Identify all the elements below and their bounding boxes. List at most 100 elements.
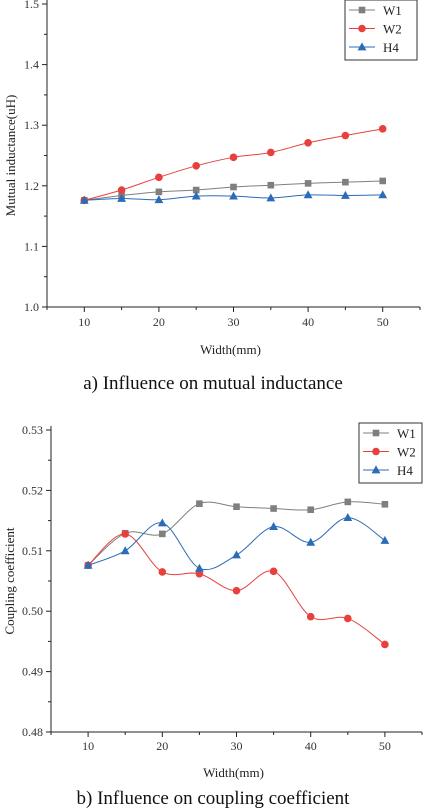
chart2-series-w1-point [196,500,203,507]
chart1-series-h4-point [229,191,238,200]
chart1-x-axis-title: Width(mm) [200,342,261,357]
chart1-series-h4-point [117,193,126,202]
chart1-y-tick-label: 1.4 [24,58,39,72]
chart1-series-w2-point [378,125,387,133]
chart1-series-w1-point [155,188,163,196]
chart2-x-tick-label: 20 [156,739,168,753]
chart2-series-w1-point [381,500,389,508]
chart2-x-axis-title: Width(mm) [203,765,264,780]
chart1-series-w2-point [117,186,126,194]
chart2-legend: W1 W2 H4 [358,422,423,484]
chart1-y-tick-label: 1.0 [24,300,39,314]
chart2-series-h4-point [269,522,278,531]
chart2-series-h4-point [343,512,353,521]
chart2-x-tick-label: 30 [231,739,243,753]
chart2-series-w2-point [158,568,167,576]
chart2-series-h4-point [306,537,316,546]
chart1-series-w1-point [379,177,386,185]
chart2-y-tick-label: 0.50 [22,604,43,618]
chart1-legend-label: H4 [383,40,399,55]
chart2-legend-entry-w2: W2 [363,445,416,460]
chart2-caption: b) Influence on coupling coefficient [77,788,351,809]
chart1-x-tick-label: 20 [153,315,165,329]
chart1-legend-label: W2 [383,22,402,37]
chart1-legend-marker [358,6,366,14]
chart1-series-w2-point [304,138,312,147]
chart2-x-tick-label: 10 [82,739,94,753]
chart1-series-w1-point [230,183,237,191]
chart1-y-tick-label: 1.2 [24,179,39,193]
chart1-legend-entry-w2: W2 [349,22,402,37]
chart1-series-h4-point [303,190,313,199]
chart1-legend-entry-w1: W1 [349,3,402,18]
chart2-series-h4-line [87,517,386,571]
chart2-y-tick-label: 0.51 [22,544,43,558]
chart2-series-h4-point [120,546,130,555]
chart1-series-w2-point [267,148,275,157]
chart2-series-w1-point [307,506,314,514]
chart1-legend-label: W1 [383,3,402,18]
chart2-x-tick-label: 40 [305,739,317,753]
chart1-y-tick-label: 1.5 [24,0,39,11]
chart2-y-tick-label: 0.52 [22,483,43,497]
chart2-series-h4-point [232,550,241,559]
chart1-legend-marker [357,42,367,51]
chart2-series-w2-point [232,586,241,595]
chart2-legend-marker [371,465,381,474]
chart1-x-tick-label: 30 [228,315,240,329]
chart1-series-w2-point [229,153,238,162]
chart2-series-h4-point [380,535,390,544]
chart2-series-w2-point [344,614,352,623]
chart2-legend-label: W1 [397,426,416,441]
chart2-legend-marker [372,429,380,437]
chart1-series-w1-point [267,181,275,189]
chart1-x-tick-label: 10 [78,315,90,329]
chart1-x-tick-label: 50 [377,315,389,329]
chart2-series-w2-point [121,530,129,538]
chart1-series-w1-point [342,178,349,186]
chart2-series-w2-point [381,640,389,649]
chart1-y-axis-title: Mutual inductance(uH) [3,95,18,217]
chart1-series-h4-point [191,191,201,200]
chart1-legend-marker [358,24,366,33]
chart1-legend-box [344,0,418,61]
chart2-series-w2-point [306,612,315,621]
chart1: 1.0 1.1 1.2 1.3 1.4 1.5 10 20 30 40 50 Width(mm) Mut… [3,0,421,394]
chart1-series-h4-point [266,193,276,202]
chart1-series-w1-point [304,180,312,187]
chart2-legend-entry-h4: H4 [363,463,413,478]
chart2-series-w1-point [344,498,352,506]
chart2-series-w2-point [195,569,204,578]
chart2: 0.48 0.49 0.50 0.51 0.52 0.53 10 20 30 40 50 Width(… [2,422,423,809]
chart1-series-w2-point [192,162,200,170]
chart1-legend-entry-h4: H4 [349,40,399,55]
chart2-series-h4-point [195,563,204,572]
chart1-series-h4-point [378,190,388,199]
chart1-series-h4-point [341,190,350,199]
chart1-series-w1-point [192,186,200,194]
chart1-series-h4-point [154,195,164,204]
chart2-x-tick-label: 50 [379,739,391,753]
chart2-series-h4 [83,512,390,572]
chart2-series-w2-point [269,567,278,576]
chart1-series-w2-point [155,173,163,182]
chart1-series-w2 [80,125,387,205]
chart1-series-w2-point [341,131,350,140]
chart1-series-h4-point [79,195,89,204]
chart2-legend-label: H4 [397,463,413,478]
chart1-series-h4 [79,190,388,204]
chart2-series-w1-point [233,503,240,511]
chart2-y-tick-label: 0.53 [22,423,43,437]
chart2-y-tick-label: 0.48 [22,725,43,739]
chart1-x-tick-label: 40 [302,315,314,329]
chart2-legend-label: W2 [397,445,416,460]
chart2-y-tick-label: 0.49 [22,665,43,679]
chart1-series-w1 [81,177,386,204]
chart2-legend-marker [372,447,380,456]
chart2-series-w1-point [159,530,166,538]
chart1-caption: a) Influence on mutual inductance [83,373,343,394]
chart2-series-h4-point [157,518,167,527]
chart1-y-tick-label: 1.1 [24,239,39,253]
chart2-series-h4-point [83,560,93,569]
